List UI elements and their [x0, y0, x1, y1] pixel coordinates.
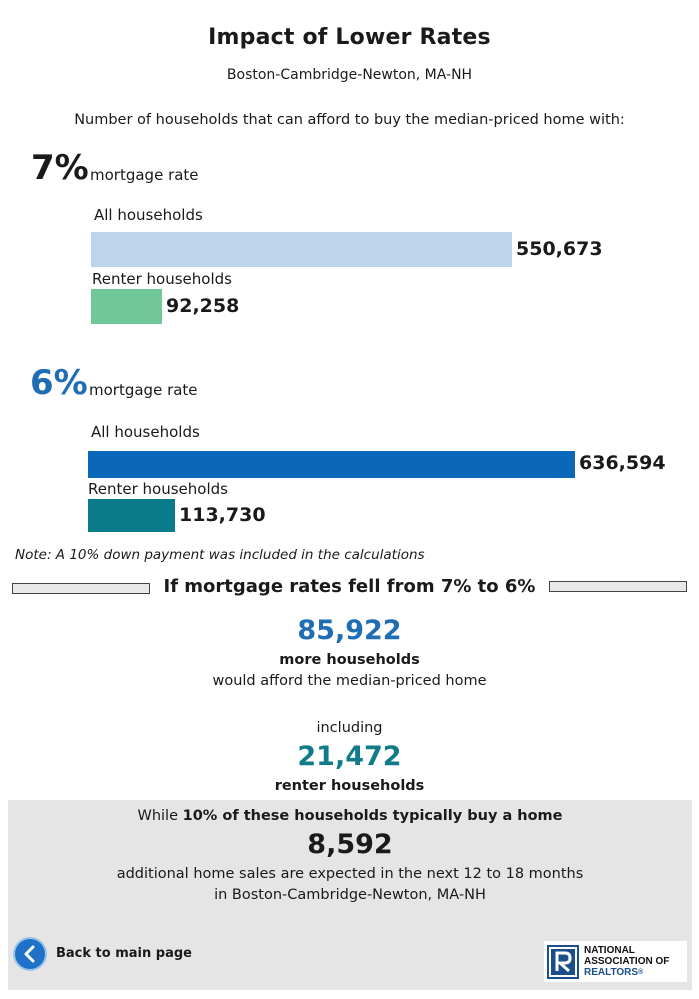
- renter-households-6-value: 113,730: [179, 504, 266, 526]
- sales-value: 8,592: [307, 829, 393, 860]
- more-households-value: 85,922: [297, 615, 402, 646]
- renter-households-6-bar: [88, 499, 175, 532]
- back-link[interactable]: Back to main page: [56, 946, 192, 961]
- left-divider: [12, 583, 150, 594]
- afford-text: would afford the median-priced home: [212, 673, 487, 689]
- all-households-7-bar: [91, 232, 512, 267]
- right-divider: [549, 581, 687, 592]
- all-households-6-bar: [88, 451, 575, 478]
- page-title: Impact of Lower Rates: [208, 25, 491, 50]
- realtors-r-mark: [547, 945, 579, 979]
- rate-6-label: mortgage rate: [89, 381, 198, 399]
- renter-increase-label: renter households: [274, 778, 425, 794]
- calculation-note: Note: A 10% down payment was included in…: [15, 547, 425, 563]
- while-bold: 10% of these households typically buy a …: [182, 808, 563, 824]
- back-button[interactable]: [13, 937, 47, 971]
- renter-households-7-value: 92,258: [166, 295, 240, 317]
- including-text: including: [316, 720, 383, 736]
- all-households-7-label: All households: [94, 206, 203, 224]
- all-households-6-label: All households: [91, 423, 200, 441]
- location-subtitle: Boston-Cambridge-Newton, MA-NH: [226, 67, 473, 83]
- intro-text: Number of households that can afford to …: [74, 112, 625, 128]
- realtors-logo: NATIONAL ASSOCIATION OF REALTORS®: [544, 941, 687, 982]
- renter-households-7-label: Renter households: [92, 270, 232, 288]
- logo-text: NATIONAL ASSOCIATION OF REALTORS®: [584, 945, 670, 978]
- all-households-7-value: 550,673: [516, 238, 603, 260]
- section-heading: If mortgage rates fell from 7% to 6%: [163, 576, 536, 597]
- more-households-label: more households: [279, 652, 420, 668]
- sales-line-1: additional home sales are expected in th…: [116, 866, 584, 882]
- all-households-6-value: 636,594: [579, 452, 666, 474]
- rate-7-value: 7%: [31, 148, 89, 188]
- renter-increase-value: 21,472: [297, 741, 402, 772]
- rate-6-value: 6%: [30, 363, 88, 403]
- renter-households-6-label: Renter households: [88, 480, 228, 498]
- while-prefix: While: [137, 808, 183, 824]
- renter-households-7-bar: [91, 289, 162, 324]
- sales-line-2: in Boston-Cambridge-Newton, MA-NH: [214, 887, 486, 903]
- while-line: While 10% of these households typically …: [8, 808, 692, 824]
- chevron-left-icon: [24, 945, 35, 963]
- rate-7-label: mortgage rate: [90, 166, 199, 184]
